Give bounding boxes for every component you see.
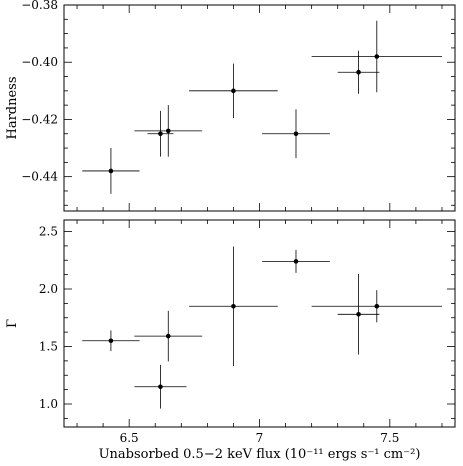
x-axis-label: Unabsorbed 0.5−2 keV flux (10⁻¹¹ ergs s⁻… [99,447,421,462]
bottom-panel-ytick-label: 1.5 [39,340,58,354]
top-panel-ytick-label: −0.42 [21,112,58,126]
top-panel-ytick-label: −0.44 [21,170,58,184]
bottom-panel-ylabel: Γ [5,319,20,328]
bottom-panel-point-6 [374,303,380,309]
bottom-panel-ytick-label: 1.0 [39,397,58,411]
bottom-panel-point-1 [158,384,163,390]
bottom-panel-point-2 [165,333,171,339]
top-panel-frame [63,4,456,212]
bottom-panel-ytick-label: 2.5 [39,225,58,239]
bottom-panel-frame [63,219,456,428]
bottom-panel-point-3 [231,303,236,309]
top-panel-ytick-label: −0.38 [21,0,58,12]
bottom-panel-point-0 [108,338,114,344]
top-panel-point-2 [165,128,171,134]
top-panel-point-6 [374,54,380,59]
top-panel-point-3 [231,88,236,94]
top-panel-ytick-label: −0.40 [21,55,58,69]
bottom-panel-ytick-label: 2.0 [39,282,58,296]
bottom-panel-point-4 [293,259,299,264]
bottom-panel-xtick-label: 7.5 [380,431,399,445]
top-panel-ylabel: Hardness [5,76,20,139]
bottom-panel-point-5 [356,312,361,317]
top-panel-point-1 [158,131,163,137]
bottom-panel-xtick-label: 7 [256,431,264,445]
bottom-panel-xtick-label: 6.5 [120,431,139,445]
top-panel-point-0 [108,168,114,174]
top-panel-point-4 [293,131,299,137]
top-panel-point-5 [356,69,361,75]
